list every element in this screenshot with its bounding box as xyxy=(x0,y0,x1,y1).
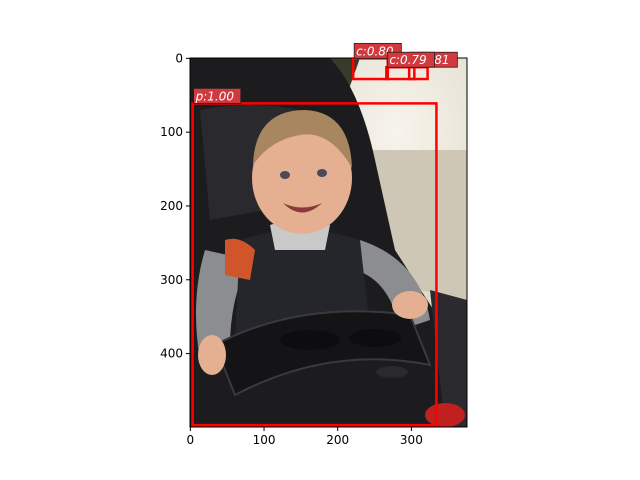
x-tick-label: 200 xyxy=(326,433,349,447)
cup-holder-right xyxy=(349,329,401,347)
right-eye xyxy=(317,169,327,177)
y-axis: 0 100 200 300 400 xyxy=(160,51,190,361)
x-tick-label: 100 xyxy=(253,433,276,447)
y-tick-label: 0 xyxy=(175,51,183,65)
stroller-frame xyxy=(430,290,467,427)
red-item xyxy=(425,403,465,427)
hair xyxy=(253,110,352,168)
left-eye xyxy=(280,171,290,179)
axes-frame xyxy=(189,57,468,428)
orange-stripe xyxy=(225,238,255,280)
left-hand xyxy=(198,335,226,375)
cup-holder-left xyxy=(280,330,340,350)
y-tick-label: 300 xyxy=(160,273,183,287)
photo xyxy=(190,58,467,427)
x-axis: 0 100 200 300 xyxy=(187,427,423,447)
x-tick-label: 300 xyxy=(400,433,423,447)
y-tick-label: 400 xyxy=(160,347,183,361)
detection-label-bg xyxy=(386,51,435,68)
detection-label: p:1.00 xyxy=(195,89,235,103)
detection-label: c:0.79 xyxy=(389,53,426,67)
detection-label-bg xyxy=(193,87,242,104)
detection-label: c:0.80 xyxy=(356,44,394,58)
y-tick-label: 200 xyxy=(160,199,183,213)
detection-box xyxy=(191,102,438,427)
y-tick-label: 100 xyxy=(160,125,183,139)
detections: p:1.00c:0.80c:0.81c:0.79 xyxy=(191,42,458,427)
right-hand xyxy=(392,291,428,319)
face xyxy=(252,122,352,234)
mouth xyxy=(283,203,322,213)
tray-logo xyxy=(376,366,408,378)
x-tick-label: 0 xyxy=(187,433,195,447)
left-sleeve xyxy=(196,250,250,360)
